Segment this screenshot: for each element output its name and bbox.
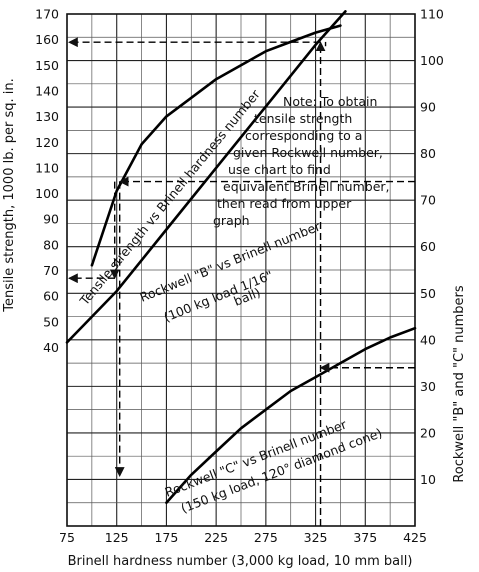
tick-labels: 75 125 175 225 275 325 375 425 40 50 60 70 80 90 100 11… xyxy=(35,7,444,546)
y-left-tick-label: 140 xyxy=(35,83,59,98)
y-right-tick-label: 70 xyxy=(420,193,436,208)
series-line-0 xyxy=(65,10,347,344)
note-line: Note: To obtain xyxy=(283,94,377,109)
plot-frame xyxy=(66,13,416,527)
note-line: use chart to find xyxy=(228,162,331,177)
x-tick-label: 225 xyxy=(204,530,228,545)
note-line: given Rockwell number, xyxy=(233,145,383,160)
x-axis-title: Brinell hardness number (3,000 kg load, … xyxy=(68,554,413,569)
y-right-tick-label: 30 xyxy=(420,379,436,394)
x-tick-label: 175 xyxy=(154,530,178,545)
x-tick-label: 75 xyxy=(59,530,75,545)
y-left-tick-label: 40 xyxy=(43,340,59,355)
y-left-tick-label: 50 xyxy=(43,314,59,329)
note-line: graph xyxy=(213,213,250,228)
y-right-tick-label: 10 xyxy=(420,472,436,487)
series-line-1 xyxy=(90,24,342,267)
y-left-tick-label: 160 xyxy=(35,32,59,47)
y-right-tick-label: 20 xyxy=(420,425,436,440)
y-left-tick-label: 60 xyxy=(43,289,59,304)
note-line: corresponding to a xyxy=(245,128,362,143)
example-guides xyxy=(68,37,415,526)
x-tick-label: 275 xyxy=(254,530,278,545)
note-line: equivalent Brinell number, xyxy=(223,179,390,194)
y-right-tick-label: 100 xyxy=(420,53,444,68)
x-tick-label: 325 xyxy=(304,530,328,545)
curves xyxy=(65,10,417,505)
y-left-tick-label: 170 xyxy=(35,7,59,22)
y-right-tick-label: 110 xyxy=(420,7,444,22)
y-right-axis-title: Rockwell "B" and "C" numbers xyxy=(452,285,467,483)
note-line: then read from upper xyxy=(217,196,352,211)
y-left-tick-label: 80 xyxy=(43,237,59,252)
y-right-tick-label: 60 xyxy=(420,239,436,254)
note-line: tensile strength xyxy=(254,111,352,126)
y-left-tick-label: 150 xyxy=(35,58,59,73)
y-left-tick-label: 110 xyxy=(35,160,59,175)
x-tick-label: 375 xyxy=(353,530,377,545)
y-left-tick-label: 100 xyxy=(35,186,59,201)
y-left-tick-label: 120 xyxy=(35,135,59,150)
y-right-tick-label: 40 xyxy=(420,332,436,347)
series-line-2 xyxy=(165,326,417,505)
y-left-tick-label: 70 xyxy=(43,263,59,278)
y-right-tick-label: 50 xyxy=(420,286,436,301)
y-right-tick-label: 90 xyxy=(420,100,436,115)
y-right-tick-label: 80 xyxy=(420,146,436,161)
y-left-axis-title: Tensile strength, 1000 lb. per sq. in. xyxy=(2,78,17,312)
y-left-tick-label: 90 xyxy=(43,212,59,227)
y-left-tick-label: 130 xyxy=(35,109,59,124)
note-annotation: Note: To obtain tensile strength corresp… xyxy=(213,94,390,228)
x-tick-label: 425 xyxy=(403,530,427,545)
x-tick-label: 125 xyxy=(105,530,129,545)
